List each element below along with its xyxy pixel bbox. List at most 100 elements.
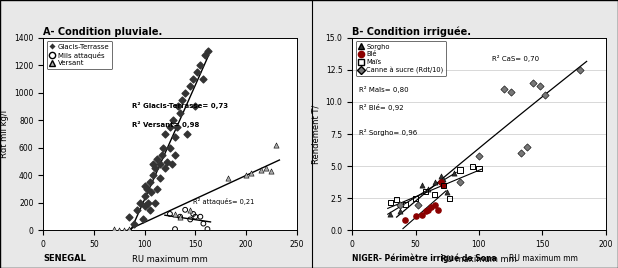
Point bbox=[198, 221, 208, 226]
Point bbox=[417, 183, 427, 188]
Point bbox=[203, 49, 213, 53]
Point bbox=[474, 154, 484, 158]
Point bbox=[185, 208, 195, 212]
Point bbox=[140, 184, 150, 188]
Text: NIGER- Périmètre irrigué de Sona: NIGER- Périmètre irrigué de Sona bbox=[352, 254, 497, 263]
Point bbox=[439, 183, 449, 188]
Point bbox=[261, 166, 271, 171]
Point bbox=[143, 201, 153, 205]
Point bbox=[433, 208, 443, 212]
Point bbox=[241, 173, 251, 177]
Point bbox=[165, 146, 175, 150]
Point bbox=[417, 213, 427, 217]
Point bbox=[439, 183, 449, 188]
Point bbox=[185, 84, 195, 88]
Point bbox=[132, 208, 142, 212]
Point bbox=[271, 143, 281, 147]
Point bbox=[146, 190, 156, 194]
Point bbox=[114, 228, 124, 232]
Point bbox=[190, 104, 200, 109]
Point bbox=[506, 90, 515, 94]
Point bbox=[430, 192, 439, 197]
Point bbox=[468, 164, 478, 168]
Point bbox=[575, 68, 585, 72]
Point bbox=[145, 208, 154, 212]
Point bbox=[188, 212, 198, 216]
Point bbox=[396, 203, 405, 207]
Point bbox=[170, 152, 180, 157]
Point bbox=[180, 208, 190, 212]
Point bbox=[413, 203, 423, 207]
Point bbox=[145, 180, 154, 184]
Point bbox=[119, 228, 129, 232]
Point bbox=[423, 208, 433, 212]
Point bbox=[430, 203, 439, 207]
Point bbox=[436, 180, 446, 184]
Point bbox=[449, 170, 459, 175]
Legend: Glacis-Terrasse, Mils attaqués, Versant: Glacis-Terrasse, Mils attaqués, Versant bbox=[47, 41, 112, 69]
Point bbox=[150, 166, 159, 171]
Point bbox=[173, 104, 183, 109]
Legend: Sorgho, Blé, Maïs, Canne à sucre (Rdt/10): Sorgho, Blé, Maïs, Canne à sucre (Rdt/10… bbox=[355, 41, 446, 76]
Point bbox=[140, 194, 150, 198]
Point bbox=[198, 77, 208, 81]
Point bbox=[158, 146, 168, 150]
Point bbox=[175, 215, 185, 219]
Point bbox=[442, 190, 452, 194]
Text: B- Condition irriguée.: B- Condition irriguée. bbox=[352, 26, 472, 37]
Point bbox=[386, 200, 396, 204]
Text: A- Condition pluviale.: A- Condition pluviale. bbox=[43, 27, 163, 37]
Point bbox=[124, 215, 134, 219]
Point bbox=[124, 227, 134, 231]
Point bbox=[392, 198, 402, 202]
Point bbox=[130, 221, 140, 226]
Point bbox=[177, 97, 187, 102]
Point bbox=[170, 212, 180, 216]
Point bbox=[182, 132, 192, 136]
Point bbox=[499, 87, 509, 91]
Point bbox=[180, 91, 190, 95]
Point bbox=[190, 215, 200, 219]
Point bbox=[400, 218, 410, 222]
Point bbox=[175, 111, 185, 116]
Point bbox=[426, 205, 436, 210]
Point bbox=[439, 177, 449, 181]
Text: R² attaqués= 0,21: R² attaqués= 0,21 bbox=[193, 198, 255, 204]
Point bbox=[436, 174, 446, 178]
Point bbox=[165, 212, 175, 216]
Point bbox=[140, 203, 150, 208]
X-axis label: RU maximum mm: RU maximum mm bbox=[132, 255, 208, 264]
Point bbox=[172, 125, 182, 129]
Text: R² Maïs= 0,80: R² Maïs= 0,80 bbox=[358, 85, 408, 92]
Point bbox=[167, 162, 177, 166]
Point bbox=[157, 152, 167, 157]
Point bbox=[522, 145, 532, 149]
Point bbox=[455, 180, 465, 184]
Point bbox=[222, 176, 232, 180]
Point bbox=[109, 227, 119, 231]
Point bbox=[455, 168, 465, 172]
Point bbox=[421, 209, 431, 213]
Point bbox=[138, 217, 148, 222]
Point bbox=[150, 201, 159, 205]
Point bbox=[195, 215, 205, 219]
Point bbox=[516, 151, 526, 155]
Text: RU maximum mm: RU maximum mm bbox=[509, 254, 578, 263]
Text: R² Sorgho= 0,96: R² Sorgho= 0,96 bbox=[358, 129, 417, 136]
Y-axis label: Rdt mil kg/l: Rdt mil kg/l bbox=[0, 110, 9, 158]
Point bbox=[386, 212, 396, 216]
Point bbox=[160, 166, 170, 171]
Point bbox=[148, 162, 158, 166]
Point bbox=[170, 227, 180, 231]
Point bbox=[188, 77, 198, 81]
Point bbox=[155, 176, 165, 180]
Point bbox=[421, 190, 431, 194]
Point bbox=[535, 84, 544, 88]
Point bbox=[256, 168, 266, 172]
Point bbox=[162, 159, 172, 164]
Point bbox=[148, 173, 158, 177]
Point bbox=[200, 53, 210, 58]
Point bbox=[152, 187, 162, 191]
Point bbox=[396, 209, 405, 213]
Text: SENEGAL: SENEGAL bbox=[43, 254, 86, 263]
